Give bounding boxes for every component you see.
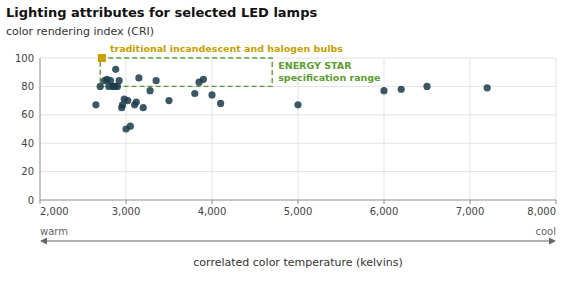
y-tick-label: 20 [21, 166, 34, 177]
y-tick-label: 60 [21, 109, 34, 120]
cool-label: cool [535, 226, 556, 237]
point [398, 86, 405, 93]
point [92, 101, 99, 108]
point [153, 77, 160, 84]
energy-star-label: ENERGY STAR [278, 60, 352, 71]
energy-star-label: specification range [278, 72, 380, 83]
x-tick [212, 200, 213, 204]
x-tick [384, 200, 385, 204]
point [124, 97, 131, 104]
energy-star-range [100, 58, 272, 86]
x-tick-label: 6,000 [370, 206, 399, 217]
x-axis [40, 200, 556, 201]
point [165, 97, 172, 104]
grid-line [40, 200, 556, 201]
point [380, 87, 387, 94]
point [133, 98, 140, 105]
point [208, 91, 215, 98]
x-tick [470, 200, 471, 204]
arrow-head [40, 238, 47, 245]
x-tick-label: 3,000 [112, 206, 141, 217]
grid-line [556, 58, 557, 200]
y-tick-label: 100 [15, 53, 34, 64]
point [146, 87, 153, 94]
point [294, 101, 301, 108]
point [484, 84, 491, 91]
chart: Lighting attributes for selected LED lam… [0, 0, 572, 282]
x-label: correlated color temperature (kelvins) [193, 256, 402, 269]
x-tick-label: 8,000 [527, 206, 556, 217]
point [127, 123, 134, 130]
incandescent-label: traditional incandescent and halogen bul… [110, 43, 343, 54]
grid-line [384, 58, 385, 200]
y-tick-label: 40 [21, 138, 34, 149]
y-label: color rendering index (CRI) [6, 25, 154, 38]
y-axis [40, 58, 41, 200]
grid-line [470, 58, 471, 200]
x-tick [298, 200, 299, 204]
point [112, 66, 119, 73]
y-tick-label: 0 [28, 195, 34, 206]
arrow-head [549, 238, 556, 245]
point [200, 76, 207, 83]
direction-arrow [46, 241, 550, 242]
x-tick [40, 200, 41, 204]
point [97, 83, 104, 90]
x-tick [126, 200, 127, 204]
grid-line [40, 58, 41, 200]
x-tick-label: 5,000 [284, 206, 313, 217]
x-tick-label: 7,000 [456, 206, 485, 217]
points [92, 66, 491, 133]
point [191, 90, 198, 97]
warm-label: warm [40, 226, 68, 237]
point [116, 77, 123, 84]
point [140, 104, 147, 111]
title: Lighting attributes for selected LED lam… [6, 5, 317, 20]
x-tick-label: 4,000 [198, 206, 227, 217]
grid-line [212, 58, 213, 200]
point [423, 83, 430, 90]
y-tick-label: 80 [21, 81, 34, 92]
point [135, 74, 142, 81]
incandescent-marker [98, 54, 106, 62]
x-tick-label: 2,000 [40, 206, 69, 217]
x-tick [556, 200, 557, 204]
point [217, 100, 224, 107]
